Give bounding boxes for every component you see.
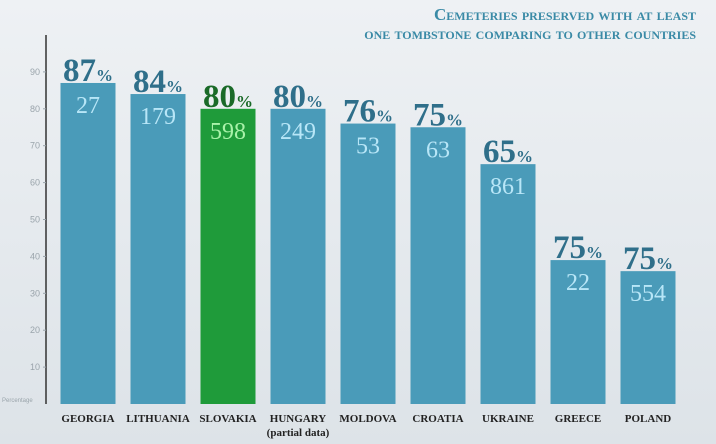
chart-title: one tombstone comparing to other countri… (364, 24, 696, 43)
percent-unit: % (446, 110, 463, 129)
bar (200, 108, 256, 405)
bar (480, 164, 536, 404)
percent-value: 84 (133, 64, 166, 100)
y-tick-label: 80 (30, 104, 40, 114)
bar (130, 94, 186, 404)
bar (340, 123, 396, 404)
percent-label: 80% (273, 79, 323, 115)
percent-unit: % (166, 77, 183, 96)
bar (410, 127, 466, 404)
percent-value: 65 (483, 134, 516, 170)
percent-unit: % (586, 243, 603, 262)
percent-value: 87 (63, 53, 96, 89)
bar (60, 82, 116, 404)
percent-label: 75% (623, 241, 673, 277)
percent-label: 75% (413, 97, 463, 133)
count-label: 63 (426, 137, 450, 163)
bar (550, 260, 606, 404)
count-label: 249 (280, 119, 316, 145)
count-label: 179 (140, 104, 176, 130)
percent-unit: % (96, 66, 113, 85)
x-tick-label: SLOVAKIA (199, 413, 256, 425)
count-label: 598 (210, 119, 246, 145)
y-tick-label: 40 (30, 251, 40, 261)
y-tick-label: 30 (30, 288, 40, 298)
percent-unit: % (236, 92, 253, 111)
percent-label: 76% (343, 94, 393, 130)
percent-value: 75 (623, 241, 656, 277)
x-tick-label: HUNGARY (270, 413, 327, 425)
x-tick-label: UKRAINE (482, 413, 534, 425)
y-tick-label: 50 (30, 215, 40, 225)
percent-unit: % (516, 147, 533, 166)
percent-label: 65% (483, 134, 533, 170)
y-tick-label: 70 (30, 141, 40, 151)
x-tick-label: GREECE (555, 413, 601, 425)
percent-value: 75 (413, 97, 446, 133)
percent-label: 80% (203, 79, 253, 115)
y-tick-label: 60 (30, 178, 40, 188)
percent-label: 84% (133, 64, 183, 100)
bar (620, 271, 676, 404)
x-tick-label: MOLDOVA (339, 413, 396, 425)
y-tick-label: 20 (30, 325, 40, 335)
percent-label: 87% (63, 53, 113, 89)
count-label: 861 (490, 174, 526, 200)
percent-value: 80 (273, 79, 306, 115)
chart-title: Cemeteries preserved with at least (434, 5, 696, 24)
count-label: 554 (630, 281, 666, 307)
count-label: 53 (356, 134, 380, 160)
percent-label: 75% (553, 230, 603, 266)
count-label: 22 (566, 270, 590, 296)
y-tick-label: 10 (30, 362, 40, 372)
x-tick-label: LITHUANIA (126, 413, 190, 425)
category-note: (partial data) (267, 427, 330, 439)
percent-value: 80 (203, 79, 236, 115)
y-axis-label: Percentage (2, 398, 33, 404)
x-tick-label: POLAND (625, 413, 672, 425)
percent-value: 76 (343, 94, 376, 130)
percent-value: 75 (553, 230, 586, 266)
percent-unit: % (376, 107, 393, 126)
x-tick-label: GEORGIA (61, 413, 114, 425)
y-tick-label: 90 (30, 67, 40, 77)
percent-unit: % (306, 92, 323, 111)
percent-unit: % (656, 254, 673, 273)
count-label: 27 (76, 93, 100, 119)
bar (270, 108, 326, 405)
x-tick-label: CROATIA (412, 413, 463, 425)
